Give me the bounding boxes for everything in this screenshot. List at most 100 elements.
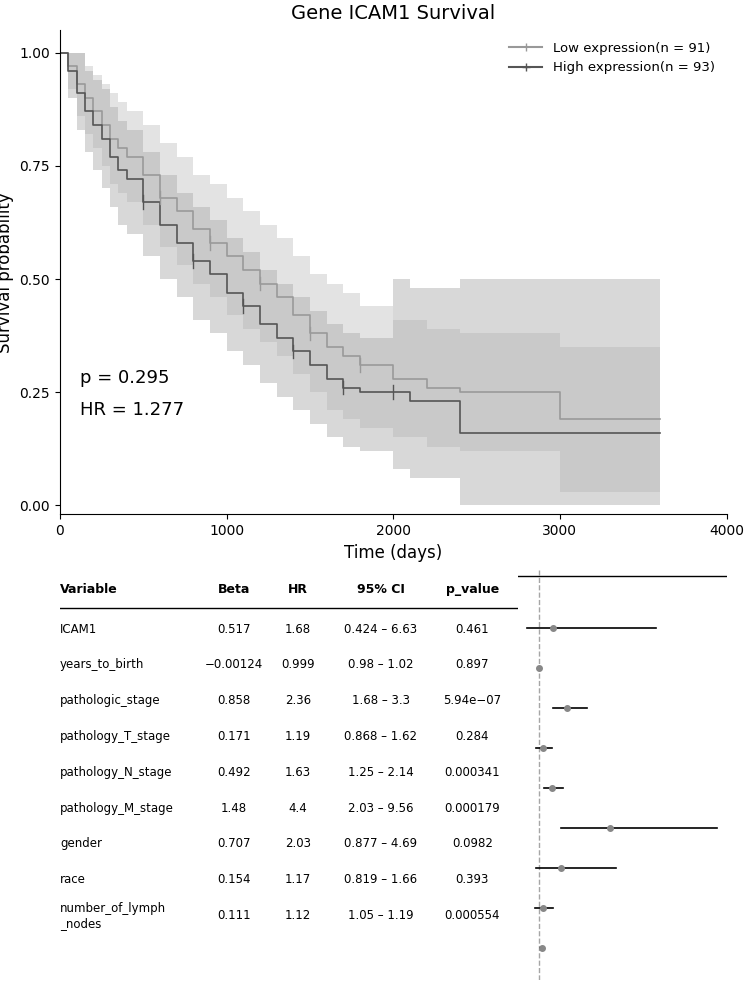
Text: ICAM1: ICAM1 xyxy=(60,623,97,636)
Low expression(n = 91) xyxy=(114,142,123,154)
High expression(n = 93) xyxy=(155,219,164,231)
Text: 1.05 – 1.19: 1.05 – 1.19 xyxy=(348,909,413,922)
Low expression(n = 91) xyxy=(97,119,106,131)
Text: 0.0982: 0.0982 xyxy=(452,837,493,850)
Low expression(n = 91) xyxy=(306,327,315,339)
Text: 0.819 – 1.66: 0.819 – 1.66 xyxy=(344,873,417,886)
Text: 0.999: 0.999 xyxy=(282,658,315,671)
High expression(n = 93) xyxy=(339,382,348,394)
Low expression(n = 91) xyxy=(72,78,81,90)
Low expression(n = 91) xyxy=(356,359,365,371)
Low expression(n = 91) xyxy=(255,278,264,290)
Low expression(n = 91) xyxy=(172,205,181,217)
Low expression(n = 91) xyxy=(80,92,89,104)
Text: 1.48: 1.48 xyxy=(221,802,247,815)
Text: 1.63: 1.63 xyxy=(285,766,312,779)
Text: 0.424 – 6.63: 0.424 – 6.63 xyxy=(344,623,417,636)
Low expression(n = 91) xyxy=(556,413,565,425)
Text: race: race xyxy=(60,873,86,886)
Text: p_value: p_value xyxy=(446,583,499,596)
High expression(n = 93) xyxy=(172,237,181,249)
Text: 0.707: 0.707 xyxy=(217,837,251,850)
Low expression(n = 91) xyxy=(422,382,431,394)
Text: 0.000179: 0.000179 xyxy=(444,802,500,815)
Low expression(n = 91) xyxy=(389,373,398,385)
Low expression(n = 91) xyxy=(139,169,148,181)
Text: 0.868 – 1.62: 0.868 – 1.62 xyxy=(345,730,417,743)
Text: 0.517: 0.517 xyxy=(217,623,251,636)
High expression(n = 93) xyxy=(422,395,431,407)
Text: 1.25 – 2.14: 1.25 – 2.14 xyxy=(348,766,413,779)
Text: 4.4: 4.4 xyxy=(289,802,308,815)
Line: Low expression(n = 91): Low expression(n = 91) xyxy=(60,53,660,419)
Low expression(n = 91) xyxy=(322,341,331,353)
Low expression(n = 91) xyxy=(455,386,464,398)
Low expression(n = 91) xyxy=(189,223,198,235)
Text: 0.393: 0.393 xyxy=(455,873,489,886)
Text: 0.897: 0.897 xyxy=(455,658,489,671)
Low expression(n = 91) xyxy=(205,237,214,249)
Legend: Low expression(n = 91), High expression(n = 93): Low expression(n = 91), High expression(… xyxy=(504,37,720,80)
Low expression(n = 91) xyxy=(472,386,481,398)
Low expression(n = 91) xyxy=(64,60,73,72)
High expression(n = 93) xyxy=(222,287,231,299)
High expression(n = 93) xyxy=(322,373,331,385)
Text: p = 0.295: p = 0.295 xyxy=(80,369,169,387)
Low expression(n = 91) xyxy=(88,105,97,117)
Text: pathology_T_stage: pathology_T_stage xyxy=(60,730,171,743)
Text: 0.492: 0.492 xyxy=(217,766,251,779)
Text: 2.03: 2.03 xyxy=(285,837,312,850)
Text: Variable: Variable xyxy=(60,583,118,596)
Low expression(n = 91) xyxy=(339,350,348,362)
Text: HR: HR xyxy=(288,583,309,596)
Text: 1.12: 1.12 xyxy=(285,909,312,922)
Text: years_to_birth: years_to_birth xyxy=(60,658,145,671)
High expression(n = 93) xyxy=(239,300,248,312)
High expression(n = 93) xyxy=(72,87,81,99)
High expression(n = 93) xyxy=(97,133,106,145)
Text: pathology_M_stage: pathology_M_stage xyxy=(60,802,174,815)
High expression(n = 93) xyxy=(255,318,264,330)
High expression(n = 93) xyxy=(80,105,89,117)
High expression(n = 93) xyxy=(389,386,398,398)
Text: 0.154: 0.154 xyxy=(217,873,251,886)
Text: 0.858: 0.858 xyxy=(217,694,251,707)
High expression(n = 93) xyxy=(472,427,481,439)
X-axis label: Time (days): Time (days) xyxy=(344,544,443,562)
Low expression(n = 91) xyxy=(272,291,281,303)
Text: 1.19: 1.19 xyxy=(285,730,312,743)
High expression(n = 93) xyxy=(455,427,464,439)
Text: 2.36: 2.36 xyxy=(285,694,312,707)
Text: 0.171: 0.171 xyxy=(217,730,251,743)
High expression(n = 93) xyxy=(139,196,148,208)
High expression(n = 93) xyxy=(88,119,97,131)
Text: gender: gender xyxy=(60,837,102,850)
High expression(n = 93) xyxy=(272,332,281,344)
Low expression(n = 91) xyxy=(122,151,131,163)
Y-axis label: Survival probability: Survival probability xyxy=(0,192,14,353)
High expression(n = 93) xyxy=(288,345,297,357)
Low expression(n = 91) xyxy=(155,192,164,204)
Text: −0.00124: −0.00124 xyxy=(205,658,263,671)
High expression(n = 93) xyxy=(356,386,365,398)
Title: Gene ICAM1 Survival: Gene ICAM1 Survival xyxy=(291,4,495,23)
Text: 0.111: 0.111 xyxy=(217,909,251,922)
High expression(n = 93) xyxy=(655,427,664,439)
Text: 0.000554: 0.000554 xyxy=(445,909,500,922)
Low expression(n = 91) xyxy=(489,386,498,398)
High expression(n = 93) xyxy=(205,268,214,280)
Low expression(n = 91) xyxy=(55,47,64,59)
Text: HR = 1.277: HR = 1.277 xyxy=(80,401,184,419)
Text: 0.284: 0.284 xyxy=(455,730,489,743)
Text: 1.68: 1.68 xyxy=(285,623,312,636)
High expression(n = 93) xyxy=(306,359,315,371)
Text: pathology_N_stage: pathology_N_stage xyxy=(60,766,172,779)
Text: 1.68 – 3.3: 1.68 – 3.3 xyxy=(352,694,410,707)
Low expression(n = 91) xyxy=(288,309,297,321)
High expression(n = 93) xyxy=(405,395,414,407)
Low expression(n = 91) xyxy=(222,250,231,262)
Text: Beta: Beta xyxy=(218,583,250,596)
High expression(n = 93) xyxy=(55,47,64,59)
Text: 95% CI: 95% CI xyxy=(357,583,404,596)
High expression(n = 93) xyxy=(122,173,131,185)
